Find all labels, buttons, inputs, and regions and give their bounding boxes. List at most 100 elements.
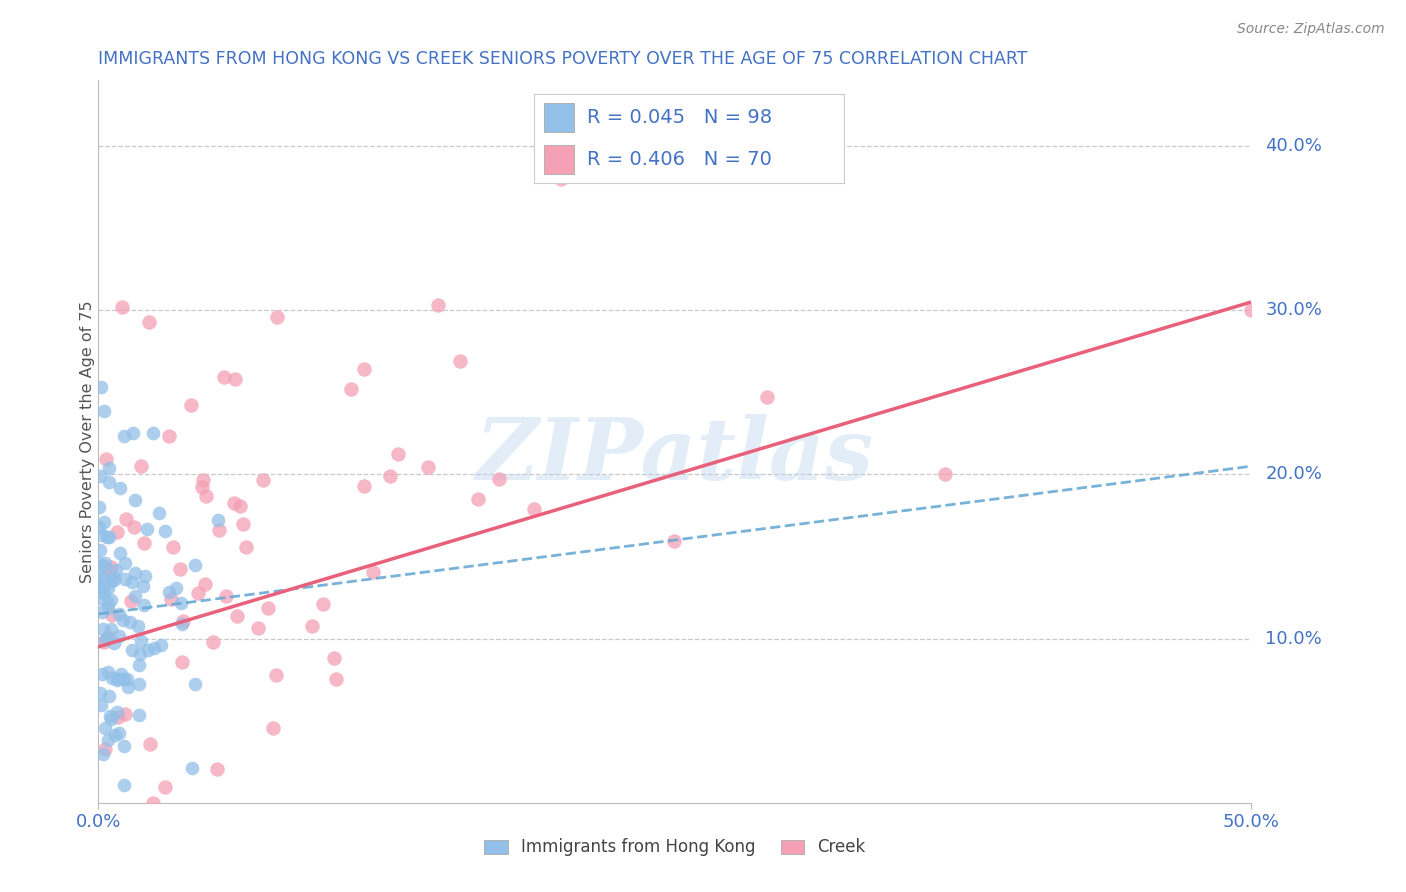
Point xyxy=(128,657,150,672)
Point xyxy=(112,739,135,753)
Point xyxy=(136,642,159,657)
Point xyxy=(312,597,335,611)
Point xyxy=(170,616,193,631)
Point xyxy=(128,648,150,662)
Point xyxy=(117,680,139,694)
Point xyxy=(207,513,229,527)
Point xyxy=(523,502,546,516)
Point xyxy=(153,780,176,795)
Point xyxy=(96,631,118,645)
Point xyxy=(550,172,572,186)
Point xyxy=(100,574,122,589)
Bar xyxy=(544,103,575,132)
Point xyxy=(105,524,128,539)
Point xyxy=(96,530,118,544)
Point xyxy=(172,614,194,628)
Point xyxy=(172,656,194,670)
Point xyxy=(107,672,129,686)
Point xyxy=(122,426,145,441)
Point xyxy=(98,530,121,544)
Text: 20.0%: 20.0% xyxy=(1265,466,1322,483)
Point xyxy=(353,362,375,376)
Point xyxy=(94,451,117,466)
Point xyxy=(98,708,121,723)
Point xyxy=(90,698,112,713)
Point xyxy=(191,474,214,488)
Point xyxy=(100,593,122,607)
Point xyxy=(222,495,245,509)
Point xyxy=(120,594,142,608)
Point xyxy=(129,634,152,648)
Point xyxy=(129,459,152,474)
Point xyxy=(98,564,121,578)
Point xyxy=(142,425,165,440)
Point xyxy=(105,563,128,577)
Point xyxy=(127,618,149,632)
Point xyxy=(184,677,207,691)
Point xyxy=(90,666,112,681)
Point xyxy=(100,622,122,636)
Point xyxy=(114,512,136,526)
Point xyxy=(101,608,124,623)
Point xyxy=(488,472,510,486)
Point xyxy=(100,712,122,726)
Point xyxy=(97,596,120,610)
Point xyxy=(124,566,146,580)
Point xyxy=(121,642,143,657)
Point xyxy=(262,721,284,735)
Point xyxy=(143,640,166,655)
Point xyxy=(226,609,249,624)
Text: ZIPatlas: ZIPatlas xyxy=(475,414,875,498)
Point xyxy=(112,614,135,628)
Point xyxy=(128,676,150,690)
Text: R = 0.045   N = 98: R = 0.045 N = 98 xyxy=(586,108,772,128)
Point xyxy=(162,540,184,554)
Point xyxy=(224,372,246,386)
Point xyxy=(128,707,150,722)
Point xyxy=(124,492,146,507)
Point xyxy=(97,665,120,679)
Point xyxy=(91,579,114,593)
Point xyxy=(124,589,146,603)
Point xyxy=(94,742,117,756)
Point xyxy=(104,728,127,742)
Point xyxy=(120,615,142,629)
Point xyxy=(114,572,136,586)
Point xyxy=(301,619,323,633)
Point xyxy=(93,721,115,735)
Point xyxy=(184,558,207,572)
Point xyxy=(325,672,347,686)
Point xyxy=(97,733,120,747)
Point xyxy=(97,630,120,644)
Point xyxy=(93,515,115,529)
Point xyxy=(90,579,112,593)
Point xyxy=(89,685,111,699)
Point xyxy=(97,600,120,615)
Point xyxy=(108,482,131,496)
Point xyxy=(96,581,118,595)
Point xyxy=(108,629,131,643)
Point xyxy=(180,398,202,412)
Point xyxy=(149,638,172,652)
Point xyxy=(107,726,129,740)
Point xyxy=(153,524,176,539)
Point xyxy=(101,672,124,686)
Point xyxy=(91,570,114,584)
Point xyxy=(91,606,114,620)
Point xyxy=(191,480,214,494)
Point xyxy=(89,469,111,483)
Point xyxy=(89,579,111,593)
Text: R = 0.406   N = 70: R = 0.406 N = 70 xyxy=(586,150,772,169)
Point xyxy=(114,707,136,722)
Point xyxy=(194,576,217,591)
Point xyxy=(427,298,450,312)
Point xyxy=(353,479,375,493)
Point xyxy=(361,565,384,579)
Point xyxy=(87,556,110,570)
Point xyxy=(91,528,114,542)
Point xyxy=(322,651,344,665)
Point xyxy=(112,428,135,442)
Point xyxy=(266,668,288,682)
Point xyxy=(91,747,114,762)
Point xyxy=(257,601,280,615)
